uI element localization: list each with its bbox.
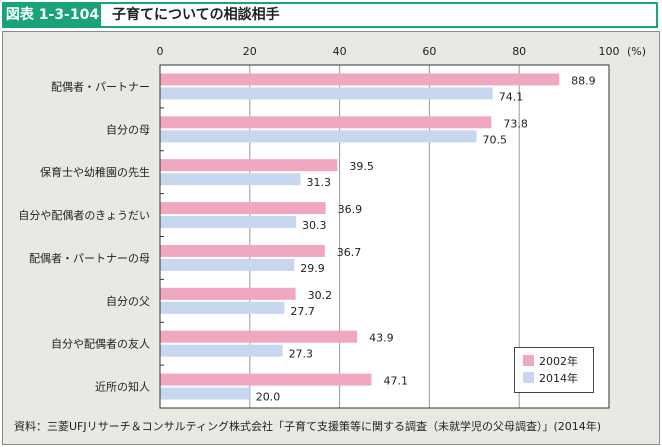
legend-item-2014: 2014年	[523, 372, 578, 386]
legend: 2002年 2014年	[514, 347, 594, 393]
category-label: 自分の父	[106, 295, 150, 308]
data-label: 27.7	[290, 305, 315, 318]
bar-2002	[160, 287, 296, 300]
plot-frame	[159, 64, 610, 409]
data-label: 36.9	[338, 203, 363, 216]
data-label: 30.2	[308, 289, 333, 302]
category-label: 自分や配偶者のきょうだい	[18, 209, 150, 222]
x-tick-label: 40	[333, 45, 347, 58]
x-tick-label: 60	[422, 45, 436, 58]
data-label: 88.9	[571, 74, 596, 87]
category-label: 自分の母	[106, 123, 150, 136]
bar-2014	[160, 130, 477, 143]
category-label: 配偶者・パートナー	[51, 80, 150, 93]
x-tick-label: 0	[157, 45, 164, 58]
x-tick-label: 100	[599, 45, 620, 58]
bar-2002	[160, 373, 372, 386]
data-label: 27.3	[289, 348, 314, 361]
data-label: 31.3	[307, 176, 332, 189]
figure-header: 図表 1-3-104 子育てについての相談相手	[2, 2, 658, 28]
x-tick-label: 80	[512, 45, 526, 58]
data-label: 29.9	[300, 262, 325, 275]
legend-item-2002: 2002年	[523, 355, 578, 369]
data-label: 43.9	[369, 332, 394, 345]
category-label: 保育士や幼稚園の先生	[40, 165, 150, 179]
data-label: 30.3	[302, 219, 327, 232]
legend-swatch-2014	[523, 372, 534, 383]
category-label: 近所の知人	[95, 380, 150, 394]
legend-swatch-2002	[523, 355, 534, 366]
data-label: 39.5	[349, 160, 374, 173]
data-label: 47.1	[383, 375, 408, 388]
data-label: 20.0	[256, 391, 280, 404]
x-unit-label: (%)	[627, 45, 646, 58]
data-label: 74.1	[499, 90, 523, 103]
x-tick-label: 20	[243, 45, 257, 58]
bar-2014	[160, 258, 295, 271]
legend-label-2014: 2014年	[539, 372, 578, 385]
figure-title: 子育てについての相談相手	[112, 7, 280, 23]
bar-2002	[160, 330, 358, 343]
bar-2014	[160, 344, 283, 357]
bar-2002	[160, 116, 492, 129]
bar-2002	[160, 202, 326, 215]
bar-2002	[160, 244, 325, 257]
bar-2014	[160, 87, 493, 100]
data-label: 36.7	[337, 246, 362, 259]
legend-label-2002: 2002年	[539, 355, 578, 368]
bar-2014	[160, 301, 285, 314]
category-label: 自分や配偶者の友人	[51, 337, 150, 351]
data-label: 70.5	[483, 133, 508, 146]
bar-2014	[160, 387, 250, 400]
category-label: 配偶者・パートナーの母	[29, 252, 150, 265]
bar-2014	[160, 173, 301, 186]
bar-2002	[160, 73, 560, 86]
bar-2002	[160, 159, 338, 172]
bar-2014	[160, 216, 297, 229]
data-label: 73.8	[503, 117, 528, 130]
source-note: 資料：三菱UFJリサーチ＆コンサルティング株式会社「子育て支援策等に関する調査（…	[14, 420, 602, 433]
figure-number: 図表 1-3-104	[4, 4, 101, 26]
